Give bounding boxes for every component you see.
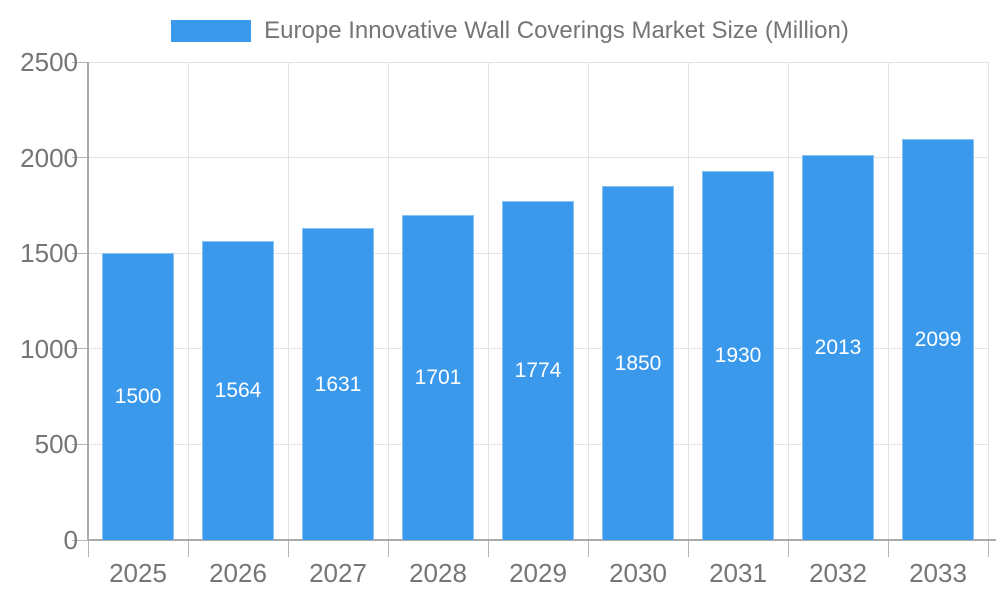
y-axis-tick [72, 157, 88, 159]
gridline-vertical [387, 62, 389, 540]
bar[interactable]: 1500 [102, 253, 174, 540]
x-tick-label: 2029 [509, 558, 567, 588]
gridline-vertical [887, 62, 889, 540]
x-tick-label: 2033 [909, 558, 967, 588]
x-tick-label: 2025 [109, 558, 167, 588]
bar-value-label: 1930 [714, 343, 762, 367]
y-axis-tick [72, 539, 88, 541]
gridline-vertical [287, 62, 289, 540]
x-tick-label: 2031 [709, 558, 767, 588]
x-axis-line [88, 539, 996, 541]
gridline-vertical [787, 62, 789, 540]
bar-value-label: 1850 [614, 351, 662, 375]
x-axis-tick [887, 540, 889, 557]
x-axis-tick [287, 540, 289, 557]
bar-value-label: 2013 [814, 336, 862, 360]
legend-item[interactable]: Europe Innovative Wall Coverings Market … [10, 17, 1000, 45]
bar-value-label: 1631 [314, 372, 362, 396]
x-axis-tick [787, 540, 789, 557]
bar-value-label: 1701 [414, 365, 462, 389]
gridline-horizontal [88, 157, 988, 159]
x-axis-tick [187, 540, 189, 557]
y-tick-label: 1000 [20, 333, 78, 364]
gridline-horizontal [88, 61, 988, 63]
gridline-vertical [487, 62, 489, 540]
x-tick-label: 2027 [309, 558, 367, 588]
bar-value-label: 1774 [514, 358, 562, 382]
gridline-vertical [987, 62, 989, 540]
bar-value-label: 1500 [114, 385, 162, 409]
x-tick-label: 2030 [609, 558, 667, 588]
bar[interactable]: 1774 [502, 200, 574, 540]
gridline-vertical [687, 62, 689, 540]
x-axis-tick [487, 540, 489, 557]
x-axis-tick [587, 540, 589, 557]
bar-value-label: 1564 [214, 378, 262, 402]
bar[interactable]: 2099 [902, 138, 974, 540]
x-tick-label: 2026 [209, 558, 267, 588]
x-axis-tick [687, 540, 689, 557]
legend-swatch [171, 20, 252, 42]
x-tick-label: 2028 [409, 558, 467, 588]
y-tick-label: 0 [63, 525, 78, 555]
y-axis-tick [72, 61, 88, 63]
y-axis-tick [72, 252, 88, 254]
y-axis-tick [72, 443, 88, 445]
gridline-vertical [187, 62, 189, 540]
bar[interactable]: 1631 [302, 228, 374, 540]
y-tick-label: 2500 [20, 47, 78, 77]
y-axis-line [87, 62, 89, 540]
x-tick-label: 2032 [809, 558, 867, 588]
y-tick-label: 2000 [20, 142, 78, 173]
gridline-vertical [587, 62, 589, 540]
bar[interactable]: 1564 [202, 240, 274, 540]
y-tick-label: 1500 [20, 238, 78, 269]
bar[interactable]: 1701 [402, 214, 474, 540]
bar-value-label: 2099 [914, 327, 962, 351]
x-axis-tick [87, 540, 89, 557]
x-axis-tick [987, 540, 989, 557]
y-tick-label: 500 [34, 429, 78, 460]
y-axis-tick [72, 348, 88, 350]
legend-label: Europe Innovative Wall Coverings Market … [264, 17, 849, 44]
bar[interactable]: 1850 [602, 186, 674, 540]
x-axis-tick [387, 540, 389, 557]
bar[interactable]: 2013 [802, 155, 874, 540]
bar[interactable]: 1930 [702, 170, 774, 540]
